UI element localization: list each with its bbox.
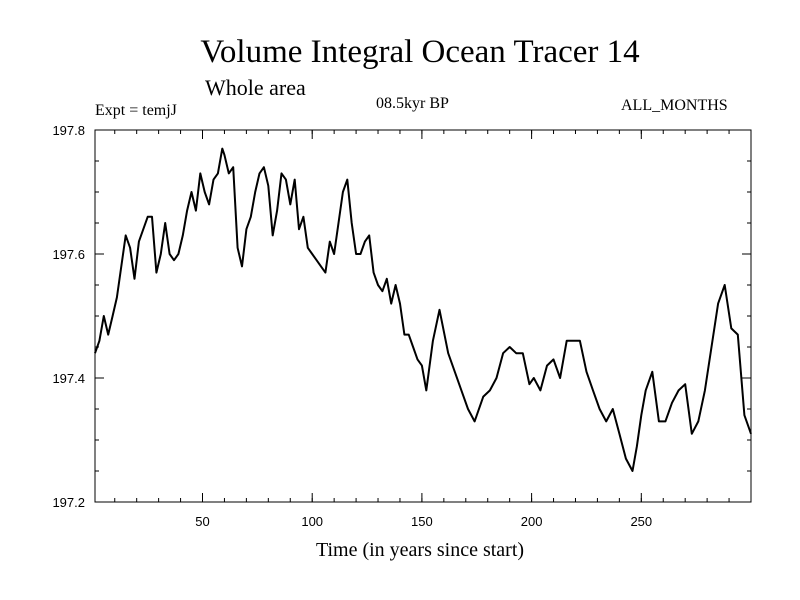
plot-frame	[94, 129, 752, 503]
x-tick-label: 250	[630, 514, 652, 529]
experiment-label: Expt = temjJ	[95, 102, 177, 119]
y-tick-label: 197.6	[52, 247, 85, 262]
period-label: 08.5kyr BP	[376, 95, 449, 112]
x-tick-label: 200	[521, 514, 543, 529]
axis-ticks	[95, 129, 752, 503]
chart-title: Volume Integral Ocean Tracer 14	[200, 34, 640, 70]
x-tick-label: 100	[301, 514, 323, 529]
months-label: ALL_MONTHS	[621, 97, 728, 114]
chart-subtitle: Whole area	[205, 75, 306, 100]
series-line	[94, 147, 752, 472]
x-tick-label: 50	[195, 514, 209, 529]
x-tick-label: 150	[411, 514, 433, 529]
y-tick-label: 197.2	[52, 495, 85, 510]
tick-labels: 50 100 150 200 250 197.2 197.4 197.6 197.8	[52, 123, 652, 529]
y-tick-label: 197.8	[52, 123, 85, 138]
y-tick-label: 197.4	[52, 371, 85, 386]
x-axis-label: Time (in years since start)	[315, 539, 525, 561]
